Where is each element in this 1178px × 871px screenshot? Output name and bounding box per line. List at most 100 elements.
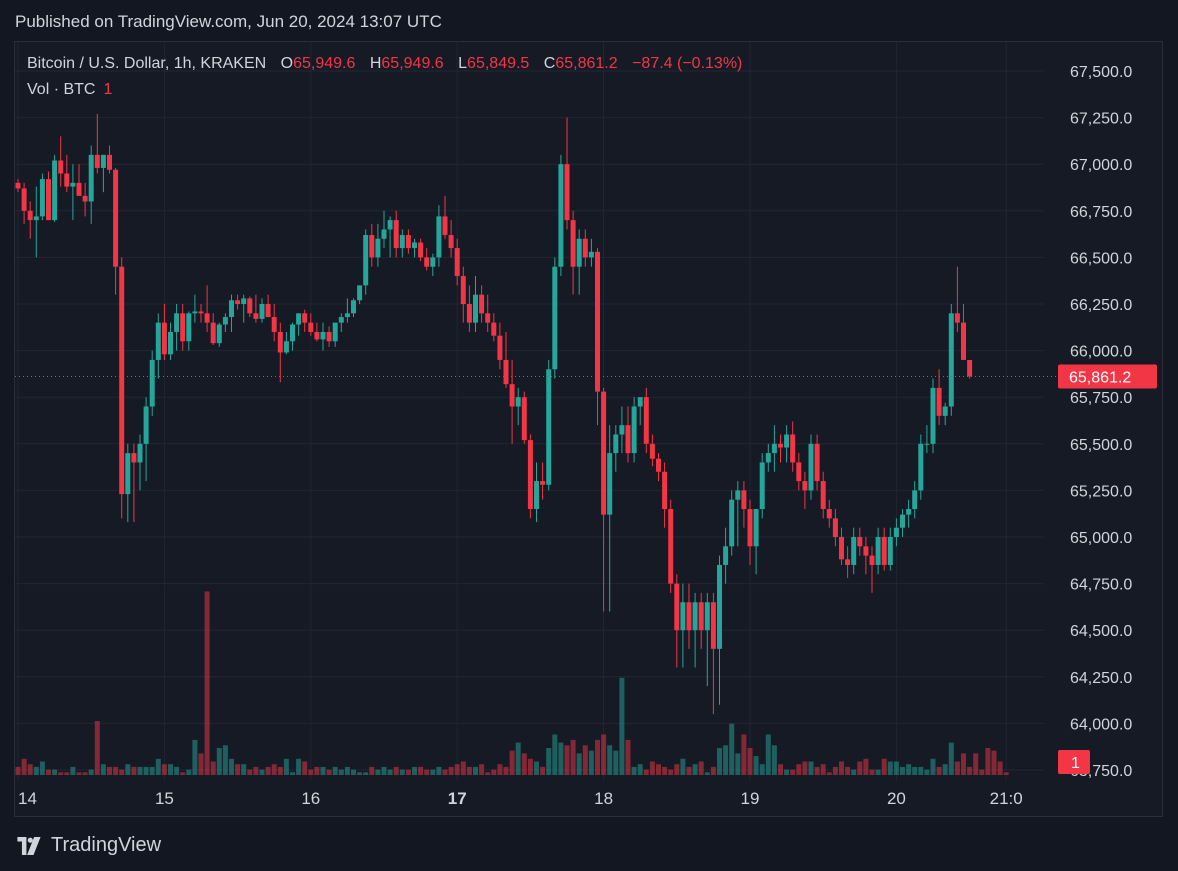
candle-body [46,179,51,221]
candle-body [832,518,838,537]
volume-bar [869,769,875,775]
candle-body [363,235,369,286]
volume-bar [649,761,655,775]
candle-body [649,443,655,459]
candle-body [765,453,771,463]
volume-bar [936,766,942,775]
volume-bar [875,769,881,775]
volume-bar [241,764,247,775]
candle-body [588,251,594,258]
candle-body [186,313,192,342]
candle-body [540,481,546,485]
candle-body [180,313,186,342]
volume-bar [375,769,381,775]
x-tick-label: 17 [448,789,467,808]
x-tick-label: 16 [301,789,320,808]
volume-bar [558,742,564,775]
x-tick-label: 19 [741,789,760,808]
volume-bar [845,766,851,775]
volume-bar [540,766,546,775]
candle-body [643,397,649,444]
volume-bar [668,769,674,775]
volume-bar [863,758,869,775]
candle-body [759,462,765,510]
brand-name: TradingView [51,834,162,856]
volume-bar [283,758,289,775]
volume-bar [631,766,637,775]
volume-bar [924,769,930,775]
volume-bar [229,758,234,775]
candle-body [448,235,454,249]
candle-body [174,313,180,332]
volume-bar [363,772,369,775]
volume-bar [692,764,698,775]
candle-body [741,490,747,510]
candle-body [52,160,58,221]
symbol-label[interactable]: Bitcoin / U.S. Dollar, 1h, KRAKEN [27,55,267,72]
candle-body [302,313,308,323]
candle-body [704,602,710,631]
volume-bar [503,766,509,775]
volume-bar [656,764,661,775]
candle-body [265,304,271,318]
candle-body [680,602,686,631]
volume-bar [826,772,832,775]
candle-body [460,276,466,304]
candle-body [82,195,88,202]
volume-bar [771,745,777,775]
candle-body [845,559,851,565]
volume-bar [314,766,320,775]
candle-body [875,537,881,565]
candle-body [826,509,832,519]
volume-bar [82,772,88,775]
volume-bar [168,764,173,775]
candle-body [954,313,960,323]
y-tick-label: 66,750.0 [1070,204,1132,221]
volume-bar [320,766,326,775]
volume-bar [973,753,979,775]
volume-bar [906,764,912,775]
candle-body [39,179,45,217]
volume-bar [790,769,796,775]
candle-body [381,229,387,239]
volume-bar [290,772,295,775]
volume-bar [710,766,716,775]
candle-body [125,453,131,495]
volume-bar [900,766,905,775]
volume-label[interactable]: Vol · BTC [27,81,96,98]
volume-bar [601,734,607,775]
candle-body [869,555,875,565]
candle-body [344,313,350,318]
volume-bar [424,769,430,775]
candle-body [424,257,430,267]
candle-body [131,453,137,463]
candle-body [253,313,259,319]
y-tick-label: 67,500.0 [1070,64,1132,81]
volume-bar [369,766,375,775]
volume-legend-value: 1 [103,81,113,98]
volume-bar [155,758,161,775]
volume-bar [52,769,58,775]
volume-bar [942,764,948,775]
high-key: H [369,55,382,72]
candle-body [107,154,112,170]
volume-bar [186,769,192,775]
volume-bar [576,753,582,775]
candle-body [15,182,21,189]
volume-bar [247,769,253,775]
candle-body [851,537,857,565]
volume-bar [442,769,448,775]
candle-body [820,481,826,510]
volume-bar [100,764,106,775]
volume-bar [997,761,1003,775]
candle-body [784,434,790,448]
volume-bar [473,766,478,775]
candle-body [308,322,314,332]
volume-bar [582,745,588,775]
volume-bar [76,772,82,775]
candle-body [296,313,302,325]
tradingview-brand[interactable]: TradingView [15,834,161,857]
candle-body [509,384,515,407]
volume-bar [393,766,399,775]
